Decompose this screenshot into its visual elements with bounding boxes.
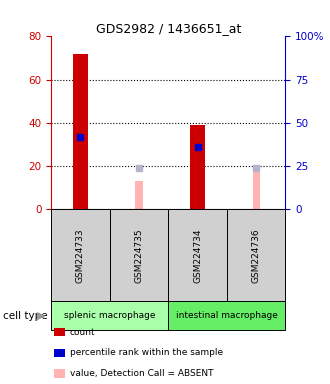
Bar — [73, 54, 88, 209]
Text: value, Detection Call = ABSENT: value, Detection Call = ABSENT — [70, 369, 214, 378]
Text: GSM224735: GSM224735 — [135, 228, 144, 283]
Text: GSM224736: GSM224736 — [252, 228, 261, 283]
Text: splenic macrophage: splenic macrophage — [64, 311, 155, 320]
Bar — [190, 125, 205, 209]
Text: intestinal macrophage: intestinal macrophage — [176, 311, 278, 320]
Text: percentile rank within the sample: percentile rank within the sample — [70, 348, 223, 358]
Bar — [253, 166, 260, 209]
Bar — [136, 181, 143, 209]
Text: cell type: cell type — [3, 311, 48, 321]
Text: GSM224734: GSM224734 — [193, 228, 202, 283]
Text: GSM224733: GSM224733 — [76, 228, 85, 283]
Title: GDS2982 / 1436651_at: GDS2982 / 1436651_at — [96, 22, 241, 35]
Text: ▶: ▶ — [37, 311, 46, 321]
Text: count: count — [70, 328, 96, 337]
